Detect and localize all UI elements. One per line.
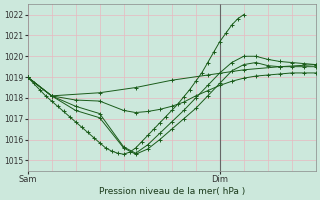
X-axis label: Pression niveau de la mer( hPa ): Pression niveau de la mer( hPa ) <box>99 187 245 196</box>
